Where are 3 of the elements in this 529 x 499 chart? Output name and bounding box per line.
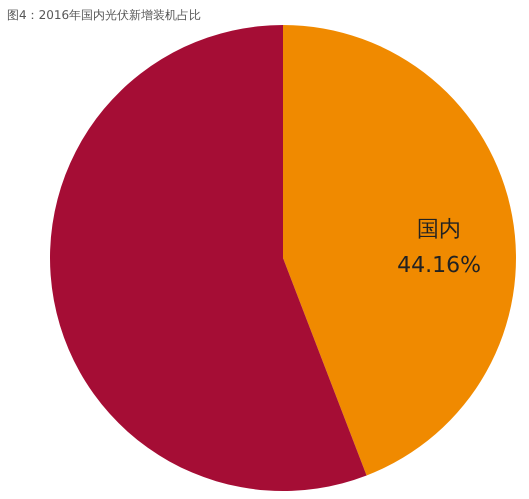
data-label: 44.16% xyxy=(397,253,482,278)
chart-title: 图4：2016年国内光伏新增装机占比 xyxy=(7,8,202,22)
slice-label: 国内 xyxy=(417,217,462,242)
